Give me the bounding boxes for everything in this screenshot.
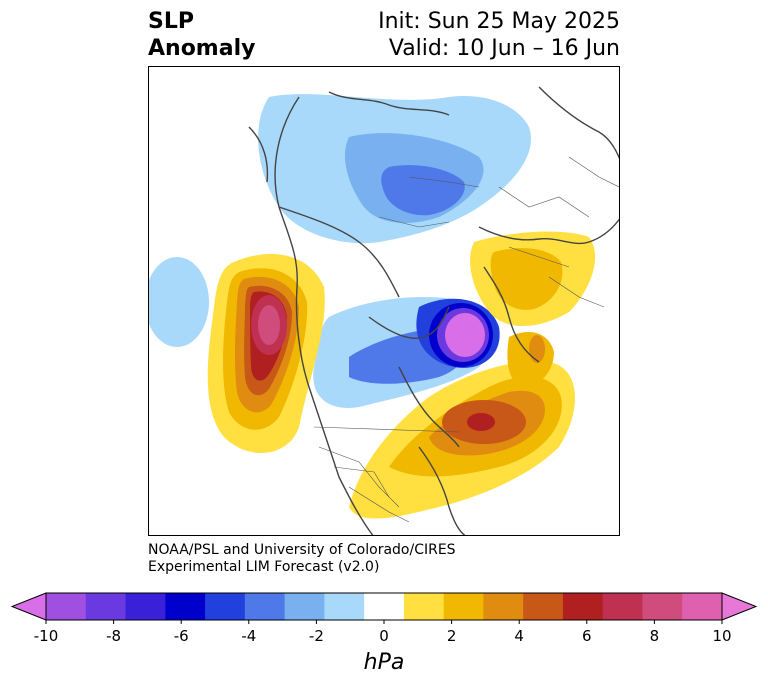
colorbar-segment	[562, 593, 604, 620]
colorbar-tick-label: 10	[712, 627, 732, 645]
colorbar-segment	[483, 593, 524, 620]
title-variable: SLP	[148, 9, 194, 34]
pacific-high-core	[258, 305, 280, 345]
colorbar-segments	[10, 592, 758, 624]
arctic-low-inner	[381, 165, 465, 216]
colorbar-arrow-high	[721, 592, 758, 621]
valid-dates: Valid: 10 Jun – 16 Jun	[388, 36, 620, 61]
colorbar-segment	[642, 593, 683, 620]
atlantic-high-core	[467, 413, 495, 431]
colorbar-segment	[85, 593, 127, 620]
colorbar	[10, 592, 758, 624]
map-title: SLP Anomaly	[148, 8, 255, 62]
colorbar-segment	[165, 593, 206, 620]
colorbar-segment	[523, 593, 564, 620]
coastlines	[248, 86, 619, 535]
credit-text: NOAA/PSL and University of Colorado/CIRE…	[148, 542, 456, 576]
credit-line-2: Experimental LIM Forecast (v2.0)	[148, 559, 380, 575]
colorbar-segment	[46, 593, 87, 620]
colorbar-segment	[324, 593, 365, 620]
colorbar-tick-label: -6	[173, 627, 189, 645]
colorbar-arrow-low	[10, 592, 47, 621]
credit-line-1: NOAA/PSL and University of Colorado/CIRE…	[148, 542, 456, 558]
colorbar-tick-label: 8	[649, 627, 660, 645]
colorbar-segment	[364, 593, 405, 620]
colorbar-segment	[244, 593, 286, 620]
colorbar-tick-label: 0	[379, 627, 389, 645]
europe-high-inner	[490, 248, 563, 310]
colorbar-segment	[403, 593, 445, 620]
political-borders	[313, 156, 619, 523]
title-quantity: Anomaly	[148, 36, 256, 61]
east-canada-high-core	[529, 335, 545, 363]
labrador-low-core	[445, 313, 485, 357]
colorbar-segment	[682, 593, 723, 620]
colorbar-segment	[205, 593, 246, 620]
colorbar-tick-label: 6	[582, 627, 592, 645]
init-date: Init: Sun 25 May 2025	[378, 9, 620, 34]
colorbar-segment	[284, 593, 325, 620]
colorbar-tick-label: -8	[106, 627, 122, 645]
slp-anomaly-map	[148, 66, 620, 536]
colorbar-segment	[443, 593, 484, 620]
colorbar-unit: hPa	[363, 650, 405, 675]
map-canvas	[149, 86, 619, 535]
pacific-low	[149, 257, 209, 347]
colorbar-tick-label: -2	[308, 627, 324, 645]
colorbar-tick-label: 2	[446, 627, 457, 645]
colorbar-tick-label: -10	[33, 627, 59, 645]
colorbar-tick-label: 4	[514, 627, 524, 645]
forecast-dates: Init: Sun 25 May 2025 Valid: 10 Jun – 16…	[378, 8, 620, 62]
colorbar-tick-label: -4	[241, 627, 257, 645]
colorbar-segment	[602, 593, 643, 620]
colorbar-segment	[125, 593, 166, 620]
